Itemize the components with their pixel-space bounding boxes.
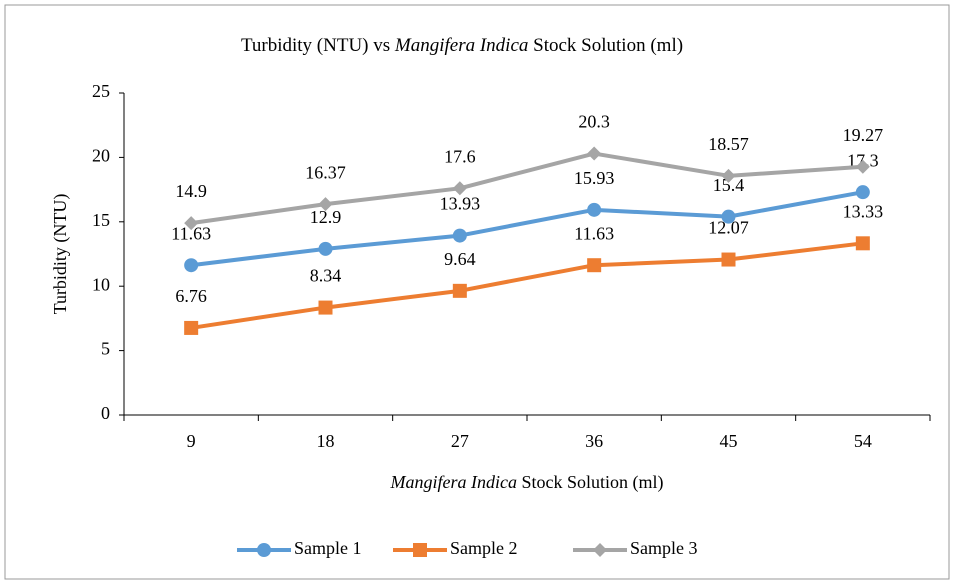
data-label: 19.27 xyxy=(843,125,884,145)
data-label: 13.33 xyxy=(843,201,884,221)
y-tick-label: 20 xyxy=(92,146,110,166)
x-tick-label: 9 xyxy=(187,431,196,451)
y-tick-label: 0 xyxy=(101,403,110,423)
marker xyxy=(452,228,467,243)
x-axis-label: Mangifera Indica Stock Solution (ml) xyxy=(390,472,664,493)
chart-title: Turbidity (NTU) vs Mangifera Indica Stoc… xyxy=(241,35,683,56)
x-tick-label: 54 xyxy=(854,431,872,451)
x-label-part: Stock Solution (ml) xyxy=(521,472,663,493)
data-label: 8.34 xyxy=(310,266,342,286)
data-label: 14.9 xyxy=(175,181,207,201)
y-tick-label: 25 xyxy=(92,81,110,101)
marker xyxy=(318,197,333,212)
marker xyxy=(721,252,736,267)
marker xyxy=(855,185,870,200)
data-label: 12.9 xyxy=(310,207,342,227)
marker xyxy=(184,216,199,231)
marker xyxy=(855,159,870,174)
data-label: 11.63 xyxy=(574,223,614,243)
data-label: 6.76 xyxy=(175,286,207,306)
marker xyxy=(452,181,467,196)
x-tick-label: 36 xyxy=(585,431,603,451)
data-label: 18.57 xyxy=(708,134,749,154)
series-line xyxy=(190,151,863,226)
marker xyxy=(257,543,271,557)
series-line xyxy=(190,241,864,330)
marker xyxy=(318,300,333,315)
data-label: 20.3 xyxy=(578,112,610,132)
title-part: Mangifera Indica xyxy=(394,35,529,56)
marker xyxy=(184,258,199,273)
data-label: 15.93 xyxy=(574,168,615,188)
marker xyxy=(184,320,199,335)
x-tick-label: 27 xyxy=(451,431,469,451)
marker xyxy=(587,202,602,217)
data-label: 15.4 xyxy=(713,175,745,195)
x-label-part: Mangifera Indica xyxy=(390,472,517,492)
y-tick-label: 5 xyxy=(101,339,110,359)
legend-label: Sample 1 xyxy=(294,538,362,558)
marker xyxy=(721,209,736,224)
data-label: 13.93 xyxy=(440,194,481,214)
marker xyxy=(452,283,467,298)
title-part: Stock Solution (ml) xyxy=(533,35,683,56)
y-tick-label: 10 xyxy=(92,274,110,294)
y-tick-label: 15 xyxy=(92,210,110,230)
title-part: Turbidity (NTU) vs xyxy=(241,35,390,56)
data-label: 17.6 xyxy=(444,146,476,166)
y-axis-label: Turbidity (NTU) xyxy=(50,194,71,315)
chart-border xyxy=(4,4,950,580)
series-line xyxy=(190,190,864,268)
marker xyxy=(855,236,870,251)
marker xyxy=(593,543,607,557)
data-label: 11.63 xyxy=(171,223,211,243)
marker xyxy=(318,241,333,256)
x-tick-label: 18 xyxy=(317,431,335,451)
legend-label: Sample 2 xyxy=(450,538,518,558)
data-label: 16.37 xyxy=(305,162,346,182)
data-label: 9.64 xyxy=(444,249,476,269)
marker xyxy=(413,543,427,557)
data-label: 12.07 xyxy=(708,218,749,238)
legend-label: Sample 3 xyxy=(630,538,698,558)
x-tick-label: 45 xyxy=(720,431,738,451)
marker xyxy=(587,258,602,273)
marker xyxy=(721,168,736,183)
marker xyxy=(587,146,602,161)
